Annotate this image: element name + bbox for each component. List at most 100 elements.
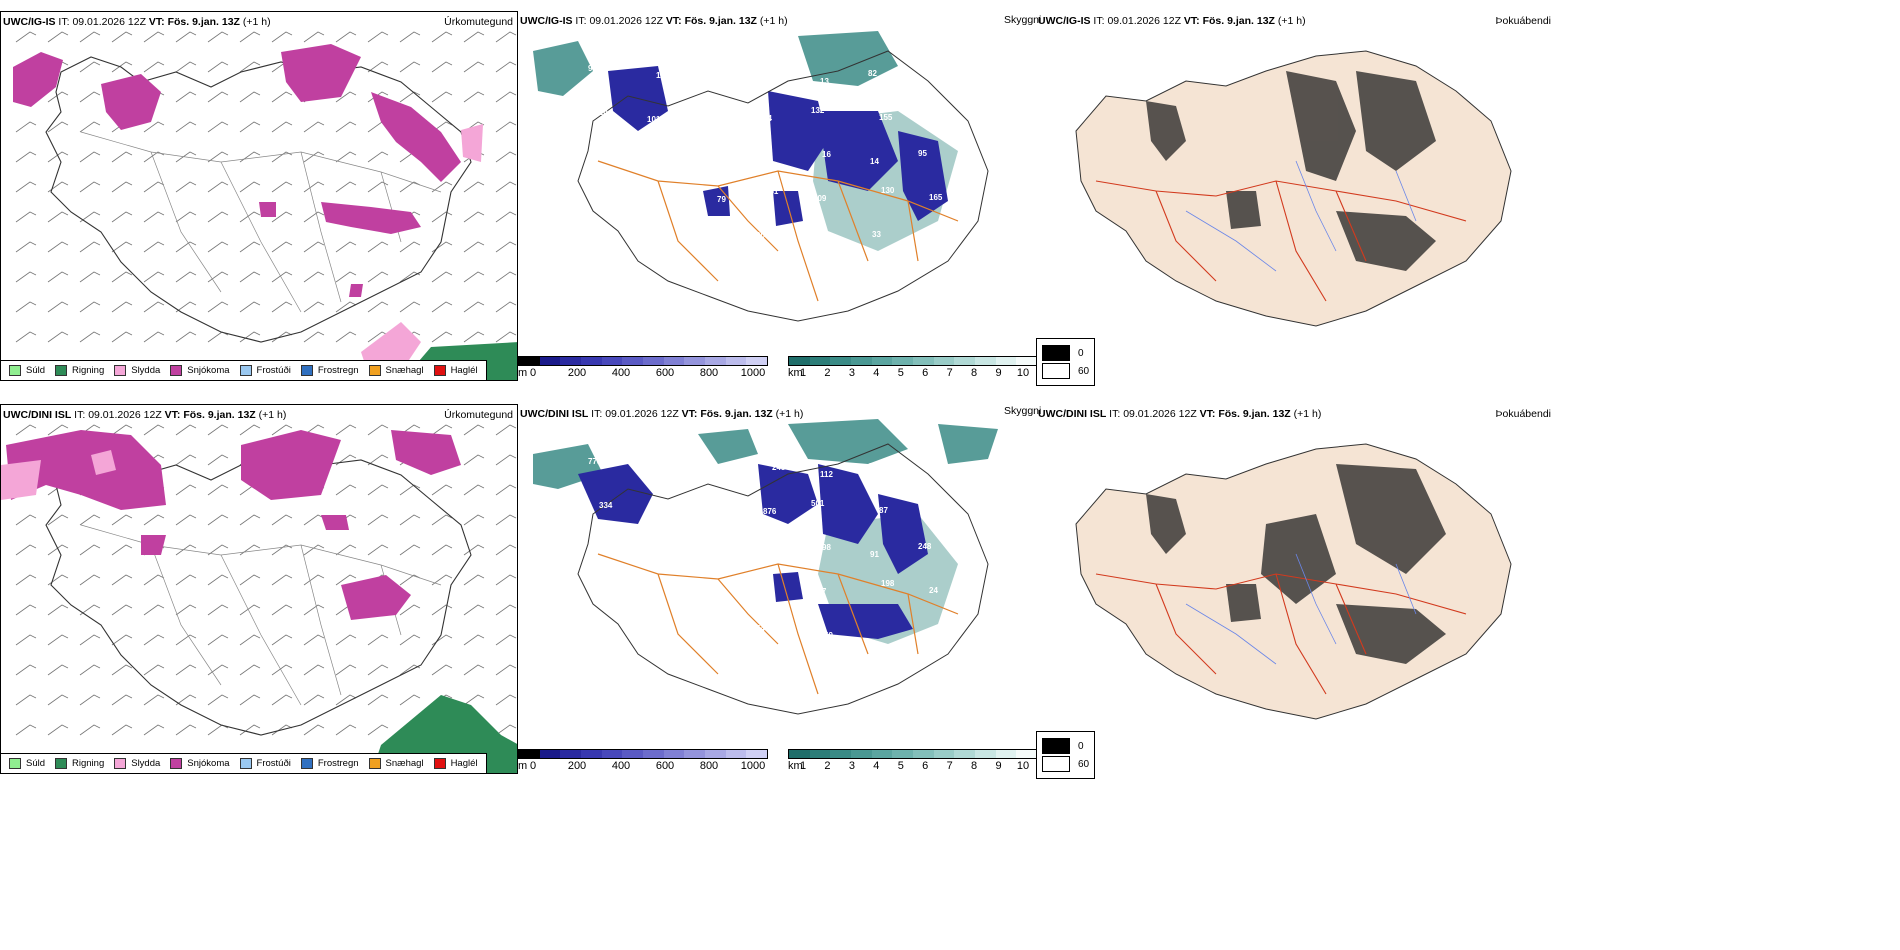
- wind-barb: [111, 634, 133, 646]
- wind-barb: [79, 241, 101, 253]
- colorbar-segment: [560, 750, 582, 758]
- station-value: 93: [656, 464, 665, 473]
- wind-barb: [15, 151, 37, 163]
- wind-barb: [463, 181, 485, 193]
- station-value: 208: [590, 152, 604, 161]
- cloudbase-colorbar: m 0 200 400 600 800 1000: [518, 749, 768, 773]
- wind-barb: [207, 604, 229, 616]
- station-value: 16: [822, 150, 831, 159]
- wind-barb: [207, 91, 229, 103]
- wind-barb: [175, 574, 197, 586]
- colorbar-segment: [913, 750, 934, 758]
- colorbar-segment: [601, 750, 623, 758]
- wind-barb: [463, 634, 485, 646]
- wind-barb: [335, 424, 357, 436]
- station-value: 101: [647, 115, 661, 124]
- colorbar-tick: 600: [655, 760, 675, 772]
- panel-title: UWC/IG-IS IT: 09.01.2026 12Z VT: Fös. 9.…: [3, 16, 271, 28]
- legend-label: Snæhagl: [385, 365, 424, 376]
- fog-areas: [1146, 71, 1436, 271]
- colorbar-segment: [581, 357, 602, 365]
- wind-barb: [399, 61, 421, 73]
- wind-barb: [111, 724, 133, 736]
- precip-map-bottom: [1, 424, 517, 773]
- legend-label: Haglél: [450, 365, 478, 376]
- wind-barb: [431, 301, 453, 313]
- wind-barb: [303, 301, 325, 313]
- wind-barb: [367, 514, 389, 526]
- wind-barb: [111, 301, 133, 313]
- station-value: 130: [927, 105, 941, 114]
- fog-map-top: [1075, 50, 1512, 327]
- wind-barb: [111, 544, 133, 556]
- fog-legend-row: 60: [1042, 756, 1089, 772]
- colorbar-tick: 4: [873, 760, 880, 772]
- legend-label: Snjókoma: [187, 365, 230, 376]
- wind-barb: [15, 664, 37, 676]
- wind-barb: [175, 454, 197, 466]
- wind-barb: [15, 31, 37, 43]
- colorbar-segment: [643, 750, 664, 758]
- wind-barb: [399, 694, 421, 706]
- wind-barb: [239, 514, 261, 526]
- station-value: 95: [918, 149, 927, 158]
- wind-barb: [143, 331, 165, 343]
- wind-barb: [367, 31, 389, 43]
- wind-barb: [207, 301, 229, 313]
- wind-barb: [463, 424, 485, 436]
- colorbar-segment: [581, 750, 602, 758]
- wind-barb: [367, 424, 389, 436]
- colorbar-segment: [933, 357, 955, 365]
- wind-barb: [175, 121, 197, 133]
- wind-barb: [335, 271, 357, 283]
- station-value: 94: [763, 114, 772, 123]
- wind-barb: [303, 241, 325, 253]
- fog-title: Þokuábendi: [1495, 408, 1551, 420]
- wind-barb: [175, 664, 197, 676]
- wind-barb: [15, 604, 37, 616]
- wind-barb: [463, 241, 485, 253]
- station-value: 138: [601, 196, 615, 205]
- wind-barb: [495, 61, 517, 73]
- wind-barb: [367, 61, 389, 73]
- wind-barb: [207, 241, 229, 253]
- wind-barb: [335, 724, 357, 736]
- station-value: 32: [920, 237, 929, 246]
- station-value: 640: [592, 225, 606, 234]
- wind-barb: [335, 181, 357, 193]
- wind-barb: [239, 331, 261, 343]
- wind-barb: [79, 31, 101, 43]
- wind-barb: [495, 91, 517, 103]
- wind-barb: [463, 484, 485, 496]
- colorbar-segment: [684, 357, 706, 365]
- station-value: 55: [936, 469, 945, 478]
- fog-legend: 0 60: [1036, 338, 1096, 386]
- colorbar-tick: 1: [799, 760, 807, 772]
- colorbar-tick: 10: [1016, 760, 1030, 772]
- fog-panel-bottom: UWC/DINI ISL IT: 09.01.2026 12Z VT: Fös.…: [1036, 404, 1556, 774]
- station-value: 198: [881, 579, 895, 588]
- visibility-areas: [533, 419, 998, 644]
- wind-barb: [175, 544, 197, 556]
- colorbar-segment: [851, 750, 872, 758]
- iceland-outline: [45, 56, 472, 343]
- wind-barb: [367, 241, 389, 253]
- wind-barb: [111, 574, 133, 586]
- legend-swatch: [433, 758, 446, 769]
- cloudbase-areas: [608, 66, 948, 226]
- colorbar-segment: [725, 357, 747, 365]
- wind-barb: [271, 724, 293, 736]
- colorbar-segment: [809, 750, 831, 758]
- wind-barb: [399, 301, 421, 313]
- wind-barb: [303, 634, 325, 646]
- wind-barb: [399, 181, 421, 193]
- fog-legend: 0 60: [1036, 731, 1096, 779]
- wind-barb: [47, 424, 69, 436]
- colorbar-segment: [1016, 357, 1038, 365]
- legend-item: Slydda: [114, 758, 160, 769]
- cloud-title: Skyggni: [1004, 405, 1042, 417]
- colorbar-segment: [705, 357, 726, 365]
- wind-barb: [271, 331, 293, 343]
- wind-barb: [335, 151, 357, 163]
- rivers: [1185, 160, 1417, 272]
